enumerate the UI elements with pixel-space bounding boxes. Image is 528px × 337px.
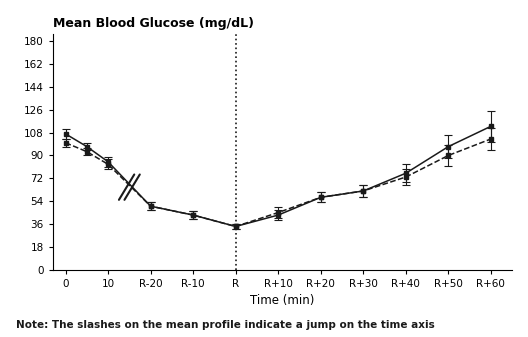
X-axis label: Time (min): Time (min) bbox=[250, 294, 315, 307]
Text: Note: The slashes on the mean profile indicate a jump on the time axis: Note: The slashes on the mean profile in… bbox=[16, 320, 435, 330]
Text: Mean Blood Glucose (mg/dL): Mean Blood Glucose (mg/dL) bbox=[53, 17, 254, 30]
